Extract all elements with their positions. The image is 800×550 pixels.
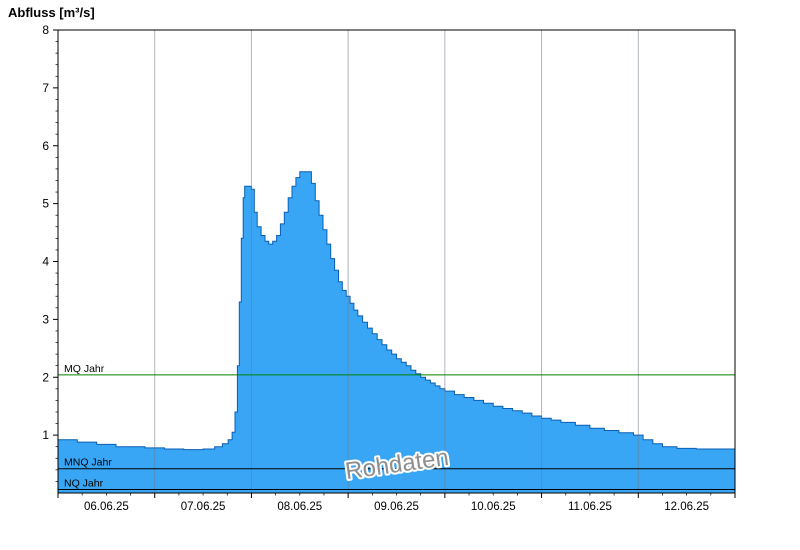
chart-title: Abfluss [m³/s] [8,5,95,20]
y-tick-label: 8 [42,23,49,37]
ref-line-mq-label: MQ Jahr [64,363,105,375]
y-tick-label: 2 [42,370,49,384]
x-tick-label: 09.06.25 [374,501,419,513]
ref-line-mnq-label: MNQ Jahr [64,457,112,469]
ref-line-nq-label: NQ Jahr [64,478,104,490]
x-tick-label: 12.06.25 [664,501,709,513]
discharge-area-series [57,171,736,494]
x-tick-label: 07.06.25 [181,501,226,513]
x-tick-label: 10.06.25 [471,501,516,513]
y-tick-label: 1 [42,428,49,442]
y-tick-label: 3 [42,312,49,326]
y-tick-label: 4 [42,255,49,269]
reference-lines: MQ Jahr MNQ Jahr NQ Jahr [58,363,735,491]
x-tick-label: 06.06.25 [84,501,129,513]
y-tick-label: 6 [42,139,49,153]
y-tick-label: 7 [42,81,49,95]
gridlines [154,30,639,493]
x-tick-label: 11.06.25 [568,501,612,513]
axes: 1 2 3 4 5 6 7 8 06.06.25 07.06.25 08.06.25 09.06.25… [42,23,736,513]
y-tick-label: 5 [42,197,49,211]
x-tick-label: 08.06.25 [277,501,322,513]
